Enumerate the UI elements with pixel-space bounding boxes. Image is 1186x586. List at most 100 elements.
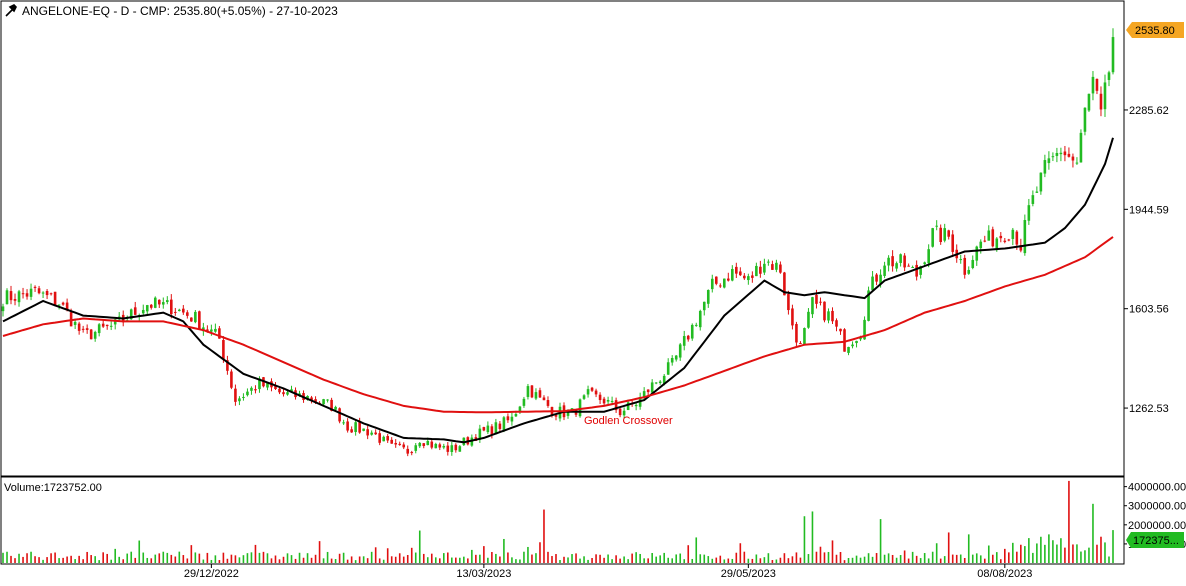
volume-bar <box>799 557 802 563</box>
candle <box>542 395 546 401</box>
candle <box>1063 145 1067 162</box>
candle-body <box>843 329 846 352</box>
candle-body <box>1051 156 1055 158</box>
candle-body <box>133 307 137 315</box>
candle-body <box>334 406 337 410</box>
volume-bar <box>150 558 153 563</box>
wrench-icon[interactable] <box>5 4 17 17</box>
candle-body <box>835 320 838 327</box>
candle-body <box>510 416 514 422</box>
volume-bar <box>194 552 197 563</box>
volume-bar <box>366 558 369 563</box>
candle-body <box>310 397 313 401</box>
candle <box>650 379 654 394</box>
volume-bar <box>719 555 722 563</box>
volume-bar <box>186 558 189 563</box>
candle <box>666 358 670 375</box>
volume-bar <box>755 554 758 563</box>
candle <box>165 296 169 305</box>
candle <box>1043 154 1047 178</box>
volume-bar <box>226 558 229 563</box>
candle-body <box>682 336 686 346</box>
volume-bar <box>727 558 730 563</box>
volume-bar <box>887 553 890 563</box>
volume-bar <box>310 557 313 563</box>
candle-body <box>450 445 454 452</box>
candle-body <box>57 304 61 306</box>
candle <box>939 224 942 245</box>
volume-bar <box>943 556 946 563</box>
candle <box>33 285 37 292</box>
volume-bar <box>899 555 902 563</box>
volume-bar <box>298 552 301 563</box>
candle-body <box>815 294 818 304</box>
candle <box>506 413 510 423</box>
volume-bar <box>1020 544 1022 563</box>
candle <box>446 442 450 456</box>
candle-body <box>101 323 105 327</box>
volume-bar <box>703 554 706 563</box>
price-tag-label: 2535.80 <box>1135 25 1175 37</box>
candle <box>374 429 377 435</box>
volume-bar <box>1108 556 1110 563</box>
candle-body <box>286 392 289 395</box>
candle <box>598 392 602 404</box>
candle <box>182 305 185 315</box>
candle <box>799 341 802 345</box>
candle-body <box>77 323 81 331</box>
volume-bar <box>346 559 349 563</box>
candle <box>594 388 598 398</box>
candle <box>706 289 710 308</box>
candle-body <box>190 317 193 322</box>
volume-tag-label: 172375... <box>1133 535 1179 547</box>
volume-bar <box>607 554 609 563</box>
candle <box>89 328 93 340</box>
candle-body <box>49 293 53 295</box>
volume-bar <box>875 553 878 563</box>
candle <box>414 442 418 454</box>
candle-body <box>610 400 614 402</box>
candle <box>823 301 826 323</box>
candle-body <box>698 310 702 328</box>
volume-bar <box>499 556 501 563</box>
volume-bar <box>1092 503 1094 563</box>
candle <box>618 407 622 418</box>
volume-bar <box>679 553 682 563</box>
candle <box>526 383 530 400</box>
candle-body <box>434 443 438 449</box>
volume-bar <box>931 551 934 563</box>
volume-bar <box>619 558 621 563</box>
candle-body <box>1027 205 1031 221</box>
candle-body <box>795 323 798 343</box>
volume-bar <box>1012 542 1014 563</box>
candle <box>153 296 157 309</box>
candle <box>350 426 353 433</box>
candle-body <box>153 297 157 308</box>
candle <box>787 290 790 315</box>
volume-bar <box>274 555 277 563</box>
candle-body <box>999 235 1003 239</box>
candle <box>819 297 822 306</box>
candle-body <box>25 293 29 297</box>
volume-bar <box>839 552 842 563</box>
candle-body <box>779 264 782 273</box>
volume-pane <box>0 476 1125 565</box>
candle-body <box>967 269 971 274</box>
volume-bar <box>895 557 898 563</box>
candle-body <box>105 324 109 327</box>
volume-bar <box>847 558 850 563</box>
candle-body <box>414 445 418 451</box>
volume-bar <box>659 555 661 563</box>
candle <box>198 310 201 330</box>
volume-bar <box>743 551 746 563</box>
candle <box>1035 186 1039 193</box>
volume-label: Volume:1723752.00 <box>4 482 102 494</box>
volume-bar <box>999 559 1002 563</box>
volume-bar <box>551 556 553 563</box>
candle-body <box>494 422 498 435</box>
volume-bar <box>947 532 950 563</box>
candle-body <box>566 410 570 416</box>
volume-bar <box>475 554 477 563</box>
candle <box>682 330 686 351</box>
